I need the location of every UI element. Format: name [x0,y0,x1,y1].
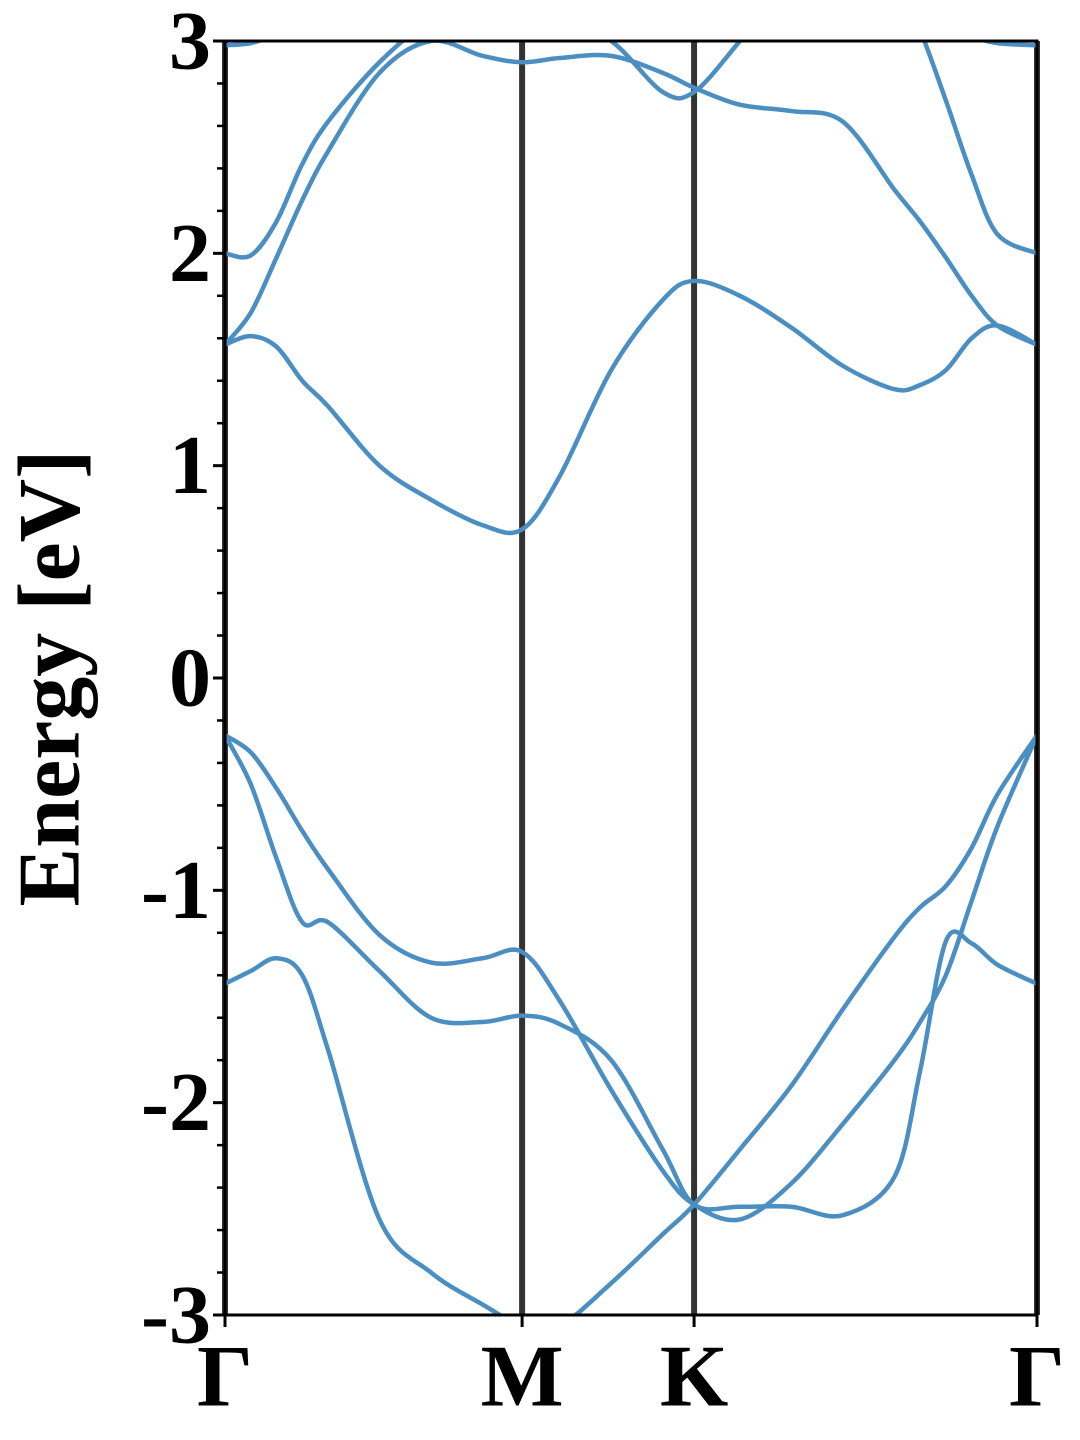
y-tick-label: -3 [141,1269,211,1362]
y-tick-label: 2 [169,207,211,300]
band-line [225,278,1037,536]
bands [225,41,1037,1315]
x-tick-label: Γ [197,1329,253,1426]
band-line [225,733,1037,1219]
y-tick-label: 1 [169,419,211,512]
y-tick-label: -2 [141,1056,211,1149]
y-axis-label: Energy [eV] [2,450,99,907]
y-tick-label: 0 [169,632,211,725]
y-tick-label: -1 [141,844,211,937]
y-tick-label: 3 [169,0,211,88]
band-line [225,733,1037,1315]
x-tick-label: Γ [1009,1329,1065,1426]
x-tick-label: K [660,1329,728,1426]
band-line [225,41,1037,347]
x-tick-label: M [481,1329,564,1426]
band-line [225,41,1037,260]
band-line [225,733,1037,1223]
band-line [225,41,1037,48]
